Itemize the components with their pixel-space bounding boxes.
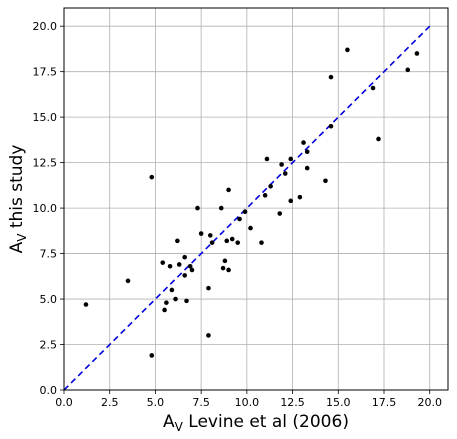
x-axis-label: AV Levine et al (2006)	[163, 412, 349, 434]
data-point	[262, 193, 268, 198]
grid	[63, 8, 448, 391]
y-tick-label: 17.5	[33, 66, 58, 79]
data-point	[237, 216, 242, 222]
reference-line-layer	[63, 25, 431, 391]
data-point	[268, 183, 273, 189]
data-point	[414, 51, 420, 56]
data-point	[220, 265, 226, 271]
data-point	[226, 187, 231, 193]
data-point	[323, 178, 328, 184]
data-point	[304, 165, 310, 171]
data-point	[376, 136, 381, 142]
y-tick-label: 2.5	[40, 339, 58, 352]
data-point	[167, 264, 173, 269]
data-points	[83, 47, 420, 358]
data-point	[277, 211, 283, 216]
data-point	[288, 198, 294, 204]
x-tick-label: 0.0	[55, 396, 73, 409]
data-point	[176, 262, 182, 267]
data-point	[162, 307, 167, 313]
data-point	[206, 285, 211, 291]
y-tick-label: 20.0	[33, 20, 58, 33]
data-point	[206, 333, 211, 338]
data-point	[405, 67, 411, 73]
x-tick-label: 12.5	[280, 396, 305, 409]
one-to-one-reference-line	[63, 25, 431, 391]
data-point	[301, 140, 306, 145]
data-point	[264, 156, 270, 162]
data-point	[209, 240, 215, 245]
data-point	[173, 296, 178, 302]
data-point	[184, 298, 189, 304]
data-point	[288, 156, 294, 162]
y-tick-label: 7.5	[40, 248, 58, 261]
data-point	[175, 238, 180, 244]
y-tick-label: 15.0	[33, 111, 58, 124]
y-tick-label: 0.0	[40, 384, 58, 397]
y-tick-label: 5.0	[40, 293, 58, 306]
data-point	[224, 238, 230, 244]
data-point	[149, 353, 155, 358]
x-tick-label: 17.5	[372, 396, 397, 409]
data-point	[218, 205, 224, 211]
data-point	[207, 233, 213, 238]
data-point	[259, 240, 264, 245]
x-tick-label: 20.0	[417, 396, 442, 409]
data-point	[164, 300, 169, 305]
x-tick-label: 7.5	[192, 396, 210, 409]
data-point	[235, 240, 241, 245]
x-tick-label: 5.0	[147, 396, 165, 409]
data-point	[229, 236, 235, 242]
y-tick-label: 10.0	[33, 202, 58, 215]
data-point	[304, 149, 310, 155]
data-point	[279, 162, 284, 167]
data-point	[345, 47, 350, 53]
data-point	[248, 225, 253, 231]
data-point	[125, 278, 131, 284]
data-point	[187, 264, 193, 269]
data-point	[222, 258, 228, 264]
data-point	[182, 254, 187, 260]
data-point	[198, 231, 204, 236]
data-point	[242, 209, 248, 215]
y-axis-label: AV this study	[7, 145, 29, 254]
data-point	[83, 302, 89, 307]
data-point	[328, 123, 334, 129]
x-tick-label: 2.5	[101, 396, 119, 409]
data-point	[370, 85, 376, 91]
data-point	[195, 205, 200, 211]
data-point	[328, 74, 334, 80]
data-point	[160, 260, 166, 265]
data-point	[282, 171, 288, 176]
x-tick-label: 10.0	[235, 396, 260, 409]
y-tick-label: 12.5	[33, 157, 58, 170]
data-point	[297, 194, 303, 200]
data-point	[189, 267, 195, 273]
data-point	[226, 267, 231, 273]
plot-frame	[63, 7, 449, 391]
x-tick-label: 15.0	[326, 396, 351, 409]
data-point	[169, 287, 175, 293]
data-point	[149, 174, 155, 180]
data-point	[182, 273, 187, 278]
axis-ticks: 0.0 2.5 5.0 7.5 10.0 12.5 15.0 17.5 20.0 0.0 2.5 5.…	[33, 20, 442, 409]
